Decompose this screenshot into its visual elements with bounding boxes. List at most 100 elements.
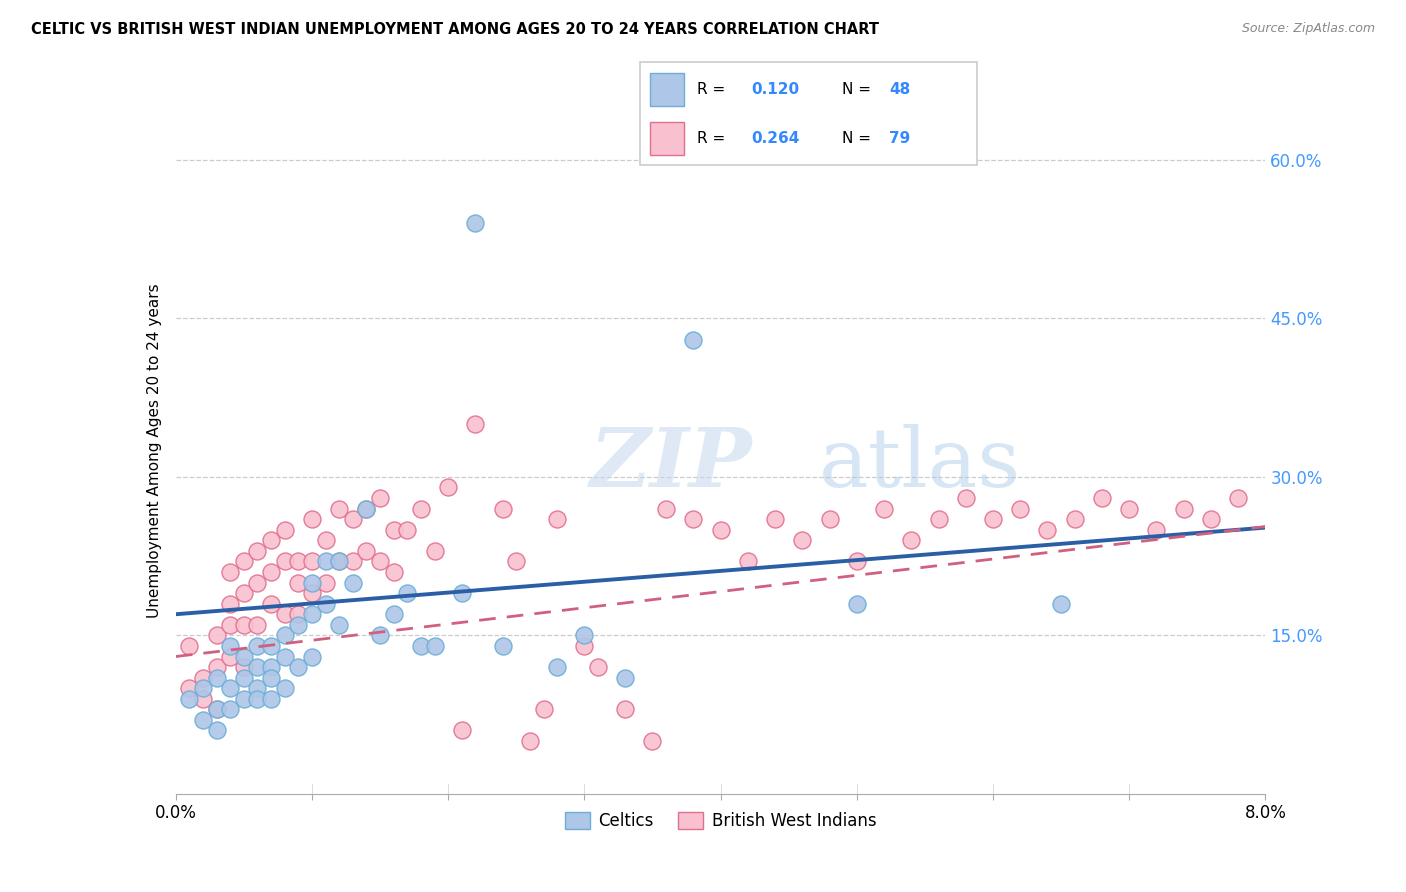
Point	[737, 554, 759, 568]
Point	[382, 523, 405, 537]
Point	[205, 702, 228, 716]
Point	[1118, 501, 1140, 516]
Point	[191, 691, 214, 706]
Point	[437, 480, 460, 494]
Text: Source: ZipAtlas.com: Source: ZipAtlas.com	[1241, 22, 1375, 36]
Point	[763, 512, 786, 526]
Point	[641, 734, 664, 748]
Point	[574, 628, 596, 642]
Point	[368, 554, 391, 568]
Point	[396, 586, 419, 600]
Text: atlas: atlas	[818, 425, 1021, 504]
Point	[274, 523, 297, 537]
Point	[205, 628, 228, 642]
Point	[260, 691, 283, 706]
Text: N =: N =	[842, 81, 876, 96]
Point	[328, 554, 350, 568]
Point	[546, 660, 568, 674]
Point	[219, 617, 242, 632]
Point	[328, 554, 350, 568]
Point	[368, 491, 391, 505]
Point	[260, 660, 283, 674]
Point	[492, 501, 515, 516]
Point	[287, 554, 309, 568]
Point	[260, 565, 283, 579]
Point	[900, 533, 922, 548]
Point	[179, 639, 201, 653]
Point	[246, 617, 269, 632]
Point	[232, 660, 254, 674]
Point	[179, 681, 201, 696]
Point	[315, 554, 337, 568]
Point	[614, 702, 637, 716]
Point	[219, 639, 242, 653]
Point	[450, 586, 472, 600]
Point	[356, 501, 378, 516]
Point	[315, 533, 337, 548]
Point	[191, 671, 214, 685]
Point	[682, 512, 704, 526]
Point	[246, 575, 269, 590]
Point	[232, 617, 254, 632]
Point	[1144, 523, 1167, 537]
Point	[274, 607, 297, 622]
Point	[682, 333, 704, 347]
Point	[232, 649, 254, 664]
Bar	[650, 122, 683, 155]
Point	[409, 639, 432, 653]
Point	[287, 575, 309, 590]
Point	[219, 649, 242, 664]
Point	[232, 554, 254, 568]
Point	[191, 713, 214, 727]
Text: 0.120: 0.120	[751, 81, 799, 96]
Point	[492, 639, 515, 653]
Point	[274, 649, 297, 664]
Bar	[650, 73, 683, 105]
Point	[301, 575, 323, 590]
Point	[205, 702, 228, 716]
Point	[792, 533, 814, 548]
Point	[519, 734, 541, 748]
Point	[533, 702, 555, 716]
Point	[342, 554, 364, 568]
Point	[205, 723, 228, 738]
Point	[1063, 512, 1085, 526]
Point	[287, 607, 309, 622]
Legend: Celtics, British West Indians: Celtics, British West Indians	[558, 805, 883, 837]
Text: 0.264: 0.264	[751, 131, 800, 146]
Point	[356, 501, 378, 516]
Text: ZIP: ZIP	[591, 425, 752, 504]
Point	[205, 671, 228, 685]
Point	[315, 575, 337, 590]
Point	[328, 617, 350, 632]
Text: R =: R =	[697, 81, 730, 96]
Point	[246, 681, 269, 696]
Point	[301, 607, 323, 622]
Point	[260, 639, 283, 653]
Point	[219, 681, 242, 696]
Point	[382, 607, 405, 622]
Point	[1091, 491, 1114, 505]
Point	[219, 702, 242, 716]
Point	[382, 565, 405, 579]
Point	[655, 501, 678, 516]
Point	[1036, 523, 1059, 537]
Point	[423, 544, 446, 558]
Point	[845, 597, 868, 611]
Point	[191, 681, 214, 696]
Point	[246, 691, 269, 706]
Point	[1227, 491, 1250, 505]
Point	[219, 565, 242, 579]
Point	[246, 660, 269, 674]
Point	[574, 639, 596, 653]
Point	[179, 691, 201, 706]
Point	[1050, 597, 1073, 611]
Point	[301, 586, 323, 600]
Point	[356, 544, 378, 558]
Point	[232, 586, 254, 600]
Text: 79: 79	[890, 131, 911, 146]
Point	[873, 501, 896, 516]
Point	[1010, 501, 1032, 516]
Point	[232, 671, 254, 685]
Point	[315, 597, 337, 611]
